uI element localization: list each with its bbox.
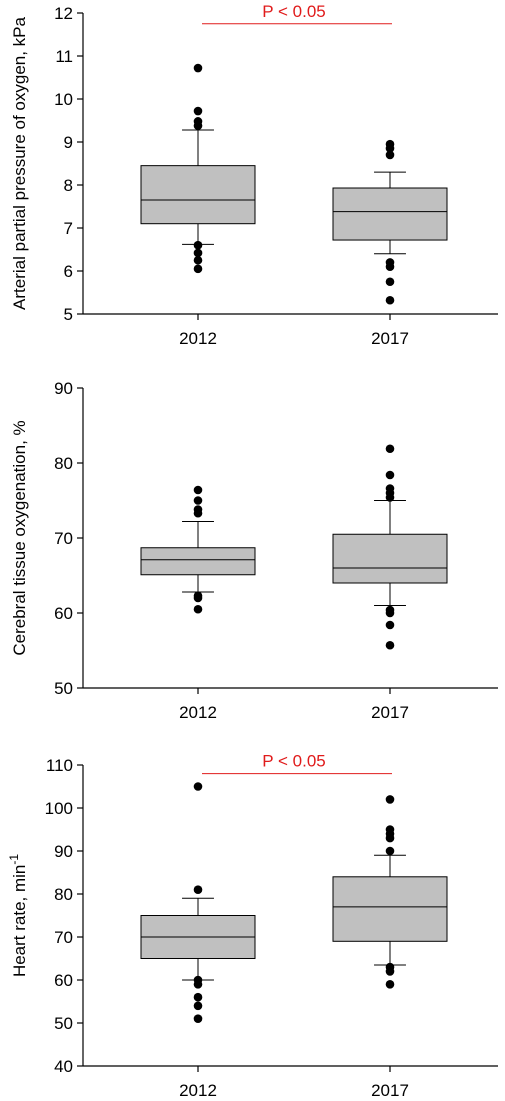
y-tick-label: 80 — [54, 885, 73, 904]
outlier-point — [193, 885, 203, 894]
x-tick-label: 2012 — [179, 703, 217, 722]
outlier-point — [193, 485, 203, 495]
y-tick-label: 9 — [64, 133, 73, 152]
outlier-point — [193, 63, 203, 73]
outlier-point — [385, 833, 395, 843]
chart-panel-2: 50 60 70 80 90 2012 2017 Cerebral tissue oxygen… — [10, 379, 498, 722]
y-tick-label: 70 — [54, 928, 73, 947]
iqr-box — [332, 876, 448, 942]
y-tick-label: 8 — [64, 176, 73, 195]
box-2017 — [332, 444, 448, 650]
outlier-point — [385, 493, 395, 502]
outlier-point — [385, 444, 395, 454]
y-tick-label: 80 — [54, 454, 73, 473]
outlier-point — [385, 262, 395, 272]
y-tick-label: 10 — [54, 90, 73, 109]
iqr-box — [140, 165, 256, 225]
y-axis-title-text: Heart rate, min — [10, 865, 29, 977]
outlier-point — [385, 967, 395, 976]
significance-label: P < 0.05 — [262, 752, 326, 771]
outlier-point — [193, 782, 203, 791]
box-2012 — [140, 782, 256, 1023]
outlier-point — [193, 1014, 203, 1023]
outlier-point — [193, 121, 203, 130]
outlier-point — [385, 846, 395, 856]
y-tick-label: 110 — [46, 756, 73, 775]
x-tick-label: 2017 — [371, 703, 409, 722]
outlier-point — [385, 980, 395, 989]
outlier-point — [385, 277, 395, 287]
x-tick-label: 2012 — [179, 1081, 217, 1100]
chart-panel-1: 5 6 7 8 9 10 11 12 2012 2017 Arterial partial pres… — [10, 2, 498, 348]
outlier-point — [385, 295, 395, 305]
box-2017 — [332, 795, 448, 989]
box-2017 — [332, 139, 448, 305]
outlier-point — [385, 150, 395, 160]
significance-label: P < 0.05 — [262, 2, 326, 21]
y-tick-label: 60 — [54, 604, 73, 623]
outlier-point — [193, 593, 203, 603]
outlier-point — [385, 640, 395, 650]
outlier-point — [193, 248, 203, 258]
y-tick-label: 70 — [54, 529, 73, 548]
outlier-point — [193, 980, 203, 989]
chart-panel-3: 40 50 60 70 80 90 100 110 2012 2017 Heart rate, mi… — [7, 752, 498, 1100]
outlier-point — [193, 1001, 203, 1011]
y-tick-label: 90 — [54, 842, 73, 861]
outlier-point — [385, 608, 395, 618]
outlier-point — [193, 255, 203, 265]
outlier-point — [385, 144, 395, 153]
y-axis-title-superscript: -1 — [7, 854, 21, 865]
y-tick-label: 90 — [54, 379, 73, 398]
outlier-point — [193, 240, 203, 250]
y-tick-label: 6 — [64, 262, 73, 281]
y-tick-label: 12 — [54, 4, 73, 23]
iqr-box — [332, 533, 448, 584]
x-tick-label: 2017 — [371, 1081, 409, 1100]
y-axis-title: Arterial partial pressure of oxygen, kPa — [10, 16, 29, 309]
iqr-box — [332, 187, 448, 241]
y-tick-label: 60 — [54, 971, 73, 990]
outlier-point — [385, 795, 395, 804]
iqr-box — [140, 547, 256, 576]
y-tick-label: 40 — [54, 1057, 73, 1076]
box-2012 — [140, 485, 256, 614]
outlier-point — [193, 106, 203, 116]
y-tick-label: 50 — [54, 679, 73, 698]
y-axis-title: Heart rate, min-1 — [7, 854, 29, 977]
outlier-point — [193, 604, 203, 614]
y-tick-label: 100 — [45, 799, 73, 818]
outlier-point — [193, 508, 203, 518]
y-axis-title-text: Arterial partial pressure of oxygen, kPa — [10, 16, 29, 309]
y-tick-label: 11 — [55, 47, 73, 66]
outlier-point — [193, 264, 203, 274]
y-axis-title-text: Cerebral tissue oxygenation, % — [10, 420, 29, 655]
outlier-point — [193, 992, 203, 1002]
outlier-point — [385, 620, 395, 630]
x-tick-label: 2012 — [179, 329, 217, 348]
outlier-point — [193, 496, 203, 505]
y-tick-label: 50 — [54, 1014, 73, 1033]
x-tick-label: 2017 — [371, 329, 409, 348]
outlier-point — [385, 470, 395, 480]
box-2012 — [140, 63, 256, 274]
y-axis-title: Cerebral tissue oxygenation, % — [10, 420, 29, 655]
y-tick-label: 7 — [64, 219, 73, 238]
y-tick-label: 5 — [64, 305, 73, 324]
